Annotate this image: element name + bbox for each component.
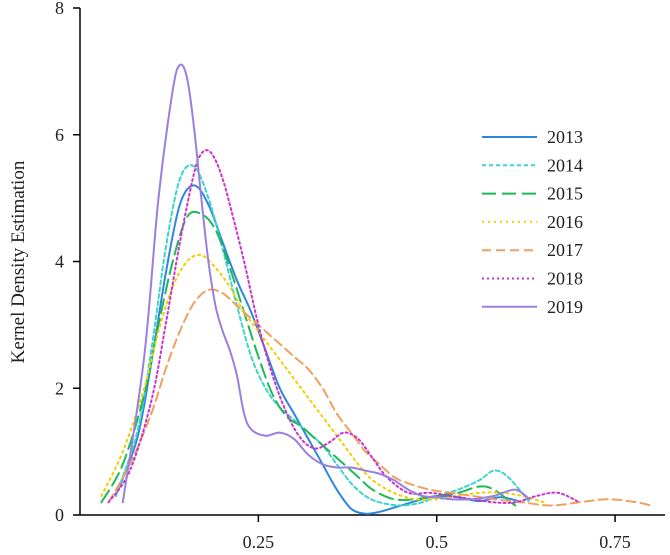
y-tick-label: 2	[55, 378, 64, 398]
series-lines	[100, 63, 652, 515]
series-line-2019	[121, 63, 531, 504]
y-ticks: 0 2 4 6 8	[55, 0, 80, 525]
x-ticks: 0.25 0.5 0.75	[243, 515, 631, 552]
legend-label-2016: 2016	[547, 212, 583, 232]
legend-label-2018: 2018	[547, 269, 583, 289]
y-tick-label: 6	[55, 125, 64, 145]
legend-label-2017: 2017	[547, 240, 583, 260]
y-tick-label: 0	[55, 505, 64, 525]
series-line-2018	[107, 149, 581, 504]
x-tick-label: 0.75	[599, 532, 631, 552]
legend-label-2014: 2014	[547, 155, 583, 175]
series-line-2017	[107, 288, 652, 507]
legend-label-2019: 2019	[547, 297, 583, 317]
legend-label-2013: 2013	[547, 127, 583, 147]
y-tick-label: 4	[55, 252, 64, 272]
series-line-2013	[114, 184, 524, 515]
legend-label-2015: 2015	[547, 184, 583, 204]
legend: 2013 2014 2015 2016 2017 2018 2019	[482, 127, 583, 317]
x-tick-label: 0.5	[425, 532, 448, 552]
x-tick-label: 0.25	[243, 532, 275, 552]
series-line-2016	[100, 253, 545, 504]
y-axis-label: Kernel Density Estimation	[8, 160, 29, 363]
y-tick-label: 8	[55, 0, 64, 18]
